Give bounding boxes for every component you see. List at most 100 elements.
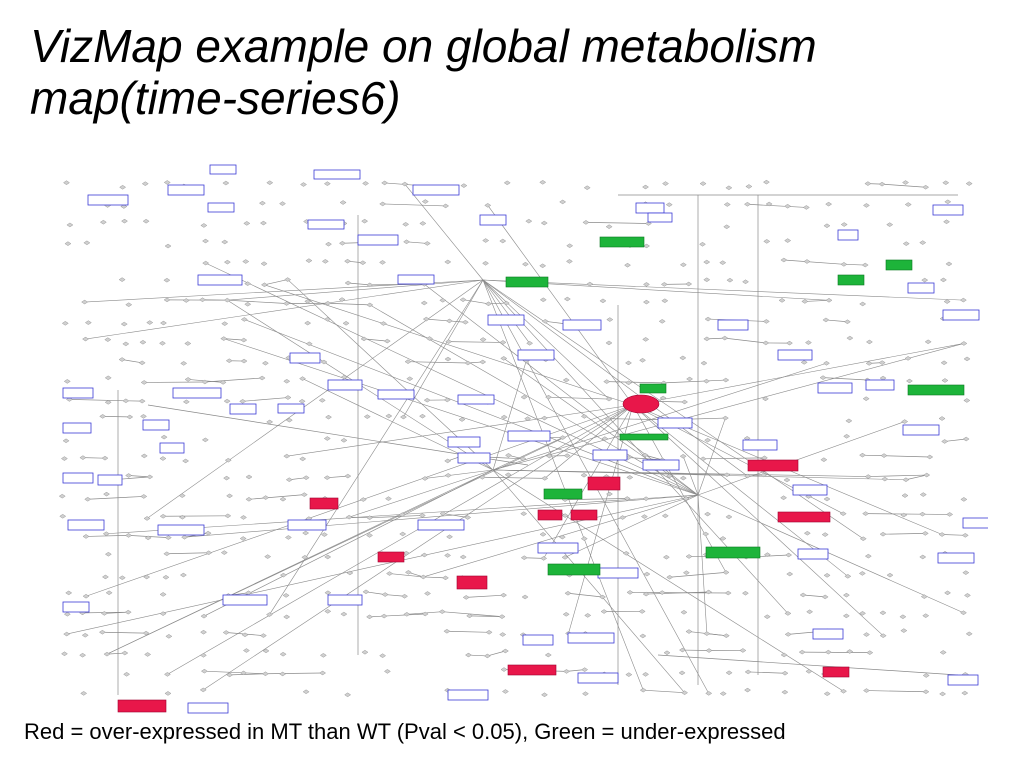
compound-node bbox=[723, 202, 731, 207]
edge bbox=[632, 343, 964, 406]
edge bbox=[482, 279, 530, 344]
under-expressed-node bbox=[705, 546, 761, 559]
compound-node bbox=[783, 477, 791, 483]
compound-node bbox=[338, 297, 346, 302]
compound-node bbox=[82, 336, 89, 342]
compound-node bbox=[566, 243, 574, 249]
compound-node bbox=[385, 413, 393, 419]
over-expressed-node bbox=[377, 551, 405, 563]
compound-node bbox=[864, 181, 872, 186]
compound-node bbox=[204, 530, 212, 536]
pathway-node bbox=[479, 214, 507, 226]
compound-node bbox=[262, 495, 270, 500]
compound-node bbox=[346, 570, 354, 576]
compound-node bbox=[663, 650, 671, 656]
compound-node bbox=[500, 356, 508, 361]
compound-node bbox=[524, 416, 532, 421]
compound-node bbox=[642, 591, 650, 597]
pathway-node bbox=[172, 387, 222, 399]
compound-node bbox=[119, 184, 127, 190]
compound-node bbox=[284, 277, 292, 282]
compound-node bbox=[62, 438, 70, 444]
compound-node bbox=[661, 513, 669, 519]
edge bbox=[643, 689, 685, 694]
compound-node bbox=[822, 317, 830, 323]
compound-node bbox=[138, 360, 146, 366]
compound-node bbox=[901, 493, 909, 498]
compound-node bbox=[599, 298, 607, 304]
compound-node bbox=[202, 238, 209, 244]
pathway-node bbox=[357, 234, 399, 246]
compound-node bbox=[605, 224, 613, 229]
under-expressed-node bbox=[547, 563, 601, 576]
compound-node bbox=[300, 492, 308, 497]
compound-node bbox=[778, 298, 786, 303]
compound-node bbox=[459, 297, 467, 303]
compound-node bbox=[605, 340, 613, 346]
compound-node bbox=[485, 301, 492, 307]
compound-node bbox=[861, 262, 869, 268]
compound-node bbox=[641, 452, 649, 458]
edge bbox=[106, 404, 634, 655]
pathway-node bbox=[197, 274, 243, 286]
compound-node bbox=[260, 282, 268, 288]
compound-node bbox=[843, 319, 851, 325]
compound-node bbox=[504, 472, 512, 478]
compound-node bbox=[321, 259, 329, 264]
compound-node bbox=[865, 339, 873, 345]
compound-node bbox=[163, 180, 171, 185]
compound-node bbox=[102, 531, 110, 537]
compound-node bbox=[744, 669, 752, 675]
compound-node bbox=[118, 357, 126, 362]
compound-node bbox=[540, 556, 548, 561]
compound-node bbox=[601, 436, 609, 441]
edge bbox=[482, 279, 610, 400]
compound-node bbox=[224, 513, 232, 519]
compound-node bbox=[541, 415, 548, 421]
compound-node bbox=[763, 239, 771, 244]
pathway-node bbox=[287, 519, 327, 531]
compound-node bbox=[642, 337, 650, 342]
pathway-node bbox=[902, 424, 940, 436]
pathway-node bbox=[865, 379, 895, 391]
compound-node bbox=[426, 336, 433, 341]
compound-node bbox=[460, 183, 468, 188]
edge bbox=[426, 318, 450, 322]
compound-node bbox=[144, 652, 152, 657]
compound-node bbox=[922, 613, 930, 618]
compound-node bbox=[464, 360, 472, 366]
edge bbox=[482, 476, 545, 479]
compound-node bbox=[685, 281, 693, 287]
compound-node bbox=[583, 185, 591, 191]
pathway-node bbox=[157, 524, 205, 536]
compound-node bbox=[143, 516, 151, 521]
compound-node bbox=[705, 648, 713, 653]
compound-node bbox=[724, 590, 732, 596]
compound-node bbox=[101, 574, 109, 580]
compound-node bbox=[846, 649, 854, 654]
compound-node bbox=[519, 456, 527, 462]
compound-node bbox=[604, 416, 612, 421]
edge bbox=[469, 615, 503, 617]
pathway-nodes bbox=[62, 164, 988, 714]
compound-node bbox=[279, 201, 286, 206]
compound-node bbox=[443, 628, 451, 634]
compound-node bbox=[99, 414, 107, 419]
compound-node bbox=[781, 689, 789, 695]
compound-node bbox=[279, 496, 287, 502]
compound-node bbox=[285, 417, 293, 423]
compound-node bbox=[562, 377, 570, 383]
compound-node bbox=[283, 453, 291, 459]
compound-node bbox=[199, 297, 206, 303]
edge bbox=[448, 341, 503, 343]
compound-node bbox=[923, 472, 931, 478]
compound-node bbox=[406, 376, 414, 382]
compound-node bbox=[363, 414, 371, 419]
edge bbox=[802, 651, 870, 654]
compound-node bbox=[258, 375, 266, 381]
compound-node bbox=[199, 687, 207, 693]
compound-node bbox=[361, 649, 369, 655]
edge bbox=[264, 284, 634, 406]
compound-node bbox=[259, 633, 267, 638]
compound-node bbox=[478, 474, 486, 480]
